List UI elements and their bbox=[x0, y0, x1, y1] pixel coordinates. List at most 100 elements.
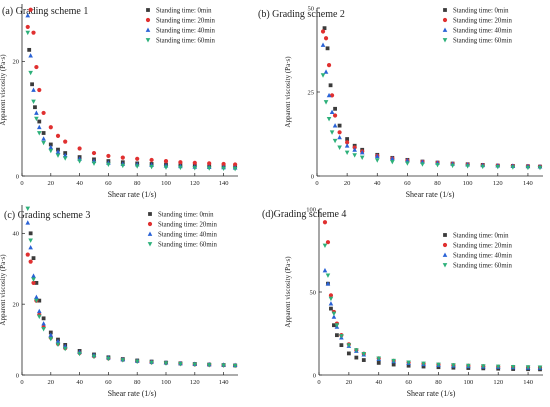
x-tick-label: 100 bbox=[463, 180, 473, 187]
data-point bbox=[450, 163, 455, 169]
chart-title: (a) Grading scheme 1 bbox=[2, 6, 88, 17]
data-point bbox=[28, 53, 33, 58]
x-tick-label: 0 bbox=[317, 379, 320, 386]
data-point bbox=[329, 109, 335, 115]
series-4 bbox=[25, 206, 238, 369]
data-point bbox=[331, 314, 337, 319]
data-point bbox=[25, 12, 31, 18]
data-point bbox=[406, 363, 411, 368]
data-point bbox=[48, 125, 53, 130]
data-point bbox=[337, 134, 342, 140]
data-point bbox=[339, 334, 344, 339]
data-point bbox=[525, 165, 531, 171]
y-tick-label: 50 bbox=[310, 289, 317, 296]
data-point bbox=[525, 365, 531, 370]
data-point bbox=[62, 152, 68, 158]
data-point bbox=[331, 311, 337, 317]
data-point bbox=[28, 70, 33, 76]
data-point bbox=[91, 161, 97, 166]
data-point bbox=[322, 220, 328, 225]
x-tick-label: 80 bbox=[434, 180, 441, 187]
data-point bbox=[149, 164, 154, 170]
legend-label: Standing time: 20min bbox=[453, 243, 513, 250]
data-point bbox=[354, 355, 359, 360]
data-point bbox=[451, 363, 456, 368]
data-point bbox=[374, 153, 380, 159]
data-point bbox=[221, 363, 226, 368]
data-point bbox=[332, 323, 336, 328]
x-tick-label: 20 bbox=[48, 379, 55, 386]
data-point bbox=[221, 166, 226, 172]
data-point bbox=[436, 362, 441, 368]
data-point bbox=[28, 238, 33, 243]
data-point bbox=[34, 298, 39, 304]
x-tick-label: 120 bbox=[493, 180, 503, 187]
series-3 bbox=[25, 12, 238, 170]
legend: Standing time: 0min Standing time: 20min S… bbox=[442, 8, 513, 45]
legend-marker bbox=[442, 263, 448, 268]
data-point bbox=[337, 145, 342, 150]
y-tick-label: 20 bbox=[13, 302, 20, 309]
data-point bbox=[34, 281, 39, 285]
x-tick-label: 40 bbox=[375, 379, 382, 386]
x-axis-label: Shear rate (1/s) bbox=[108, 190, 157, 199]
data-point bbox=[25, 24, 30, 30]
series-2 bbox=[320, 29, 543, 169]
data-point bbox=[361, 358, 366, 362]
data-point bbox=[48, 142, 53, 147]
data-point bbox=[37, 87, 42, 93]
data-point bbox=[376, 356, 382, 361]
data-point bbox=[62, 346, 68, 352]
data-point bbox=[37, 119, 42, 124]
chart-title: (b) Grading scheme 2 bbox=[258, 9, 345, 20]
chart-title: (d)Grading scheme 4 bbox=[262, 209, 346, 220]
data-point bbox=[34, 110, 39, 115]
series-3 bbox=[320, 42, 543, 169]
y-tick-label: 20 bbox=[13, 59, 20, 66]
data-point bbox=[480, 364, 486, 369]
data-point bbox=[206, 166, 212, 171]
data-point bbox=[332, 138, 338, 144]
data-point bbox=[192, 160, 197, 165]
data-point bbox=[31, 277, 36, 282]
data-point bbox=[36, 131, 42, 136]
data-point bbox=[345, 140, 350, 145]
x-tick-label: 120 bbox=[190, 379, 200, 386]
x-tick-label: 40 bbox=[76, 180, 83, 187]
data-point bbox=[320, 73, 326, 78]
data-point bbox=[62, 156, 68, 161]
data-point bbox=[31, 30, 36, 35]
data-point bbox=[149, 157, 154, 163]
data-point bbox=[163, 165, 169, 170]
data-point bbox=[55, 153, 61, 158]
x-tick-label: 20 bbox=[344, 180, 351, 187]
data-point bbox=[178, 165, 183, 171]
legend-marker bbox=[145, 38, 151, 43]
data-point bbox=[55, 338, 61, 344]
series-1 bbox=[28, 231, 238, 368]
data-point bbox=[326, 116, 332, 122]
data-point bbox=[391, 358, 396, 364]
x-tick-label: 80 bbox=[134, 379, 141, 386]
data-point bbox=[41, 110, 46, 116]
data-point bbox=[77, 159, 82, 164]
legend-marker bbox=[442, 242, 448, 248]
x-tick-label: 0 bbox=[20, 379, 23, 386]
data-point bbox=[55, 149, 61, 154]
data-point bbox=[328, 301, 334, 306]
x-tick-label: 60 bbox=[404, 180, 411, 187]
legend-label: Standing time: 20min bbox=[158, 222, 218, 229]
data-point bbox=[30, 82, 34, 87]
data-point bbox=[28, 245, 33, 250]
legend-label: Standing time: 40min bbox=[453, 253, 513, 260]
data-point bbox=[328, 83, 333, 88]
data-point bbox=[405, 161, 410, 166]
legend-marker bbox=[145, 17, 151, 23]
data-point bbox=[25, 252, 30, 257]
data-point bbox=[221, 161, 226, 167]
y-tick-label: 0 bbox=[311, 173, 314, 180]
x-axis-label: Shear rate (1/s) bbox=[406, 190, 455, 199]
legend: Standing time: 0min Standing time: 20min S… bbox=[145, 8, 216, 45]
data-point bbox=[435, 163, 440, 168]
